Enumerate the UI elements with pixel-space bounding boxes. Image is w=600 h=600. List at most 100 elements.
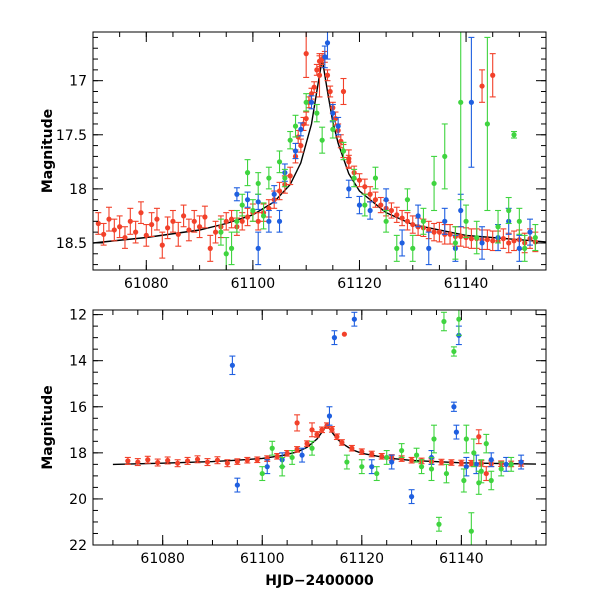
data-point — [244, 159, 251, 187]
data-point — [377, 196, 384, 214]
marker — [369, 464, 375, 470]
data-point — [95, 212, 102, 235]
data-point — [174, 459, 181, 468]
data-point — [260, 202, 267, 230]
data-point — [521, 234, 528, 262]
data-point — [281, 168, 288, 188]
marker — [383, 218, 389, 224]
marker — [399, 240, 405, 246]
data-point — [483, 466, 490, 482]
marker — [239, 202, 245, 208]
data-point — [148, 212, 155, 238]
data-point — [408, 489, 415, 505]
marker — [266, 175, 272, 181]
data-point — [383, 209, 390, 233]
marker — [191, 218, 197, 224]
marker — [448, 459, 455, 466]
marker — [271, 191, 277, 197]
marker — [516, 218, 522, 224]
data-point — [457, 32, 464, 201]
data-point — [409, 215, 416, 234]
marker — [202, 214, 208, 220]
marker — [194, 456, 201, 462]
marker — [284, 450, 290, 456]
marker — [122, 234, 128, 241]
x-tick-label: 61100 — [231, 276, 276, 292]
marker — [255, 245, 261, 251]
data-point — [284, 449, 291, 457]
data-point — [450, 346, 457, 357]
data-point — [468, 512, 475, 545]
data-point — [127, 207, 134, 235]
data-point — [373, 466, 380, 482]
data-point — [319, 126, 326, 154]
data-point — [191, 209, 198, 233]
marker — [274, 453, 280, 459]
marker — [452, 240, 458, 246]
data-point — [475, 429, 482, 445]
data-point — [338, 439, 345, 446]
marker — [367, 207, 373, 214]
plot-area — [93, 32, 546, 270]
data-point — [214, 456, 221, 465]
data-point — [244, 456, 251, 464]
data-point — [212, 220, 219, 244]
x-tick-label: 61080 — [140, 551, 185, 567]
marker — [276, 218, 283, 224]
marker — [319, 137, 325, 143]
marker — [184, 458, 191, 464]
data-point — [335, 116, 342, 136]
marker — [518, 459, 524, 465]
data-point — [100, 222, 107, 246]
marker — [438, 459, 445, 465]
marker — [458, 233, 464, 240]
plot-frame — [92, 309, 547, 546]
marker — [282, 175, 288, 181]
y-tick-label: 16 — [69, 400, 87, 416]
marker — [331, 335, 338, 341]
data-point — [184, 456, 191, 465]
x-tick-label: 61140 — [439, 551, 484, 567]
marker — [532, 234, 538, 241]
x-tick-label: 61120 — [337, 276, 382, 292]
data-point — [308, 95, 315, 110]
data-point — [457, 226, 464, 247]
marker — [260, 213, 267, 219]
data-point — [303, 93, 310, 112]
marker — [138, 210, 144, 216]
marker — [389, 459, 395, 465]
data-point — [180, 204, 187, 228]
marker — [498, 466, 504, 472]
data-point — [458, 459, 465, 467]
marker — [384, 454, 390, 461]
data-point — [292, 114, 299, 138]
marker — [476, 434, 482, 440]
marker — [292, 148, 299, 154]
data-point — [265, 209, 272, 233]
data-point — [463, 424, 470, 454]
marker — [458, 460, 464, 466]
data-point — [224, 459, 231, 468]
marker — [224, 460, 231, 466]
marker — [276, 159, 283, 165]
marker — [356, 177, 363, 183]
data-point — [169, 209, 176, 233]
marker — [468, 99, 474, 105]
data-point — [409, 234, 416, 262]
marker — [276, 188, 283, 194]
data-point — [271, 185, 278, 204]
marker — [379, 453, 385, 459]
data-point — [324, 32, 331, 60]
marker — [388, 207, 395, 214]
marker — [125, 458, 131, 464]
marker — [436, 229, 443, 235]
data-point — [255, 193, 262, 210]
data-point — [328, 426, 335, 433]
marker — [516, 245, 522, 251]
data-point — [234, 477, 241, 493]
data-point — [518, 454, 525, 470]
marker — [428, 466, 435, 472]
data-point — [313, 103, 320, 123]
data-point — [340, 141, 347, 161]
data-point — [137, 201, 144, 225]
